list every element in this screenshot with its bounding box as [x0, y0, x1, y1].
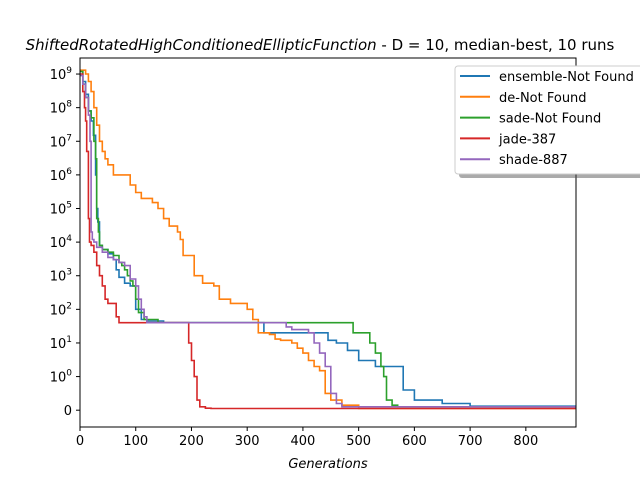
- series-line-1: [80, 69, 576, 410]
- y-tick-label: 100: [50, 369, 73, 386]
- y-tick-label: 105: [50, 201, 72, 218]
- legend-label-1: de-Not Found: [499, 91, 587, 106]
- x-tick-label: 800: [513, 434, 538, 449]
- legend-items: ensemble-Not Found de-Not Found sade-Not F…: [460, 70, 634, 168]
- x-axis-label: Generations: [288, 457, 368, 472]
- x-tick-label: 600: [402, 434, 427, 449]
- legend-label-4: shade-887: [499, 153, 568, 168]
- y-tick-label: 108: [50, 100, 73, 117]
- legend-label-0: ensemble-Not Found: [499, 70, 634, 85]
- x-tick-label: 400: [291, 434, 316, 449]
- x-tick-label: 200: [179, 434, 204, 449]
- series-line-2: [80, 70, 576, 409]
- y-tick-label: 104: [50, 234, 73, 251]
- y-tick-label: 102: [50, 301, 72, 318]
- plot-series-layer: [80, 69, 576, 410]
- legend-label-2: sade-Not Found: [499, 112, 601, 127]
- x-axis-ticks: 0 100 200 300 400 500 600 700 800: [76, 427, 538, 449]
- y-tick-label: 101: [50, 335, 72, 352]
- series-line-4: [80, 74, 576, 409]
- y-axis-ticks: 0 100 101 102 103 104 105 106 107 108 109: [50, 66, 80, 419]
- chart-title-italic: ShiftedRotatedHighConditionedEllipticFun…: [26, 36, 377, 54]
- y-tick-label: 109: [50, 66, 73, 83]
- x-tick-label: 700: [458, 434, 483, 449]
- y-tick-label: 107: [50, 133, 72, 150]
- series-line-0: [80, 70, 576, 409]
- legend-label-3: jade-387: [498, 132, 556, 147]
- chart-title: ShiftedRotatedHighConditionedEllipticFun…: [26, 36, 615, 54]
- legend-box: [454, 65, 640, 175]
- x-tick-label: 300: [235, 434, 260, 449]
- series-line-3: [80, 73, 576, 410]
- x-tick-label: 0: [76, 434, 84, 449]
- x-tick-label: 100: [123, 434, 148, 449]
- x-tick-label: 500: [346, 434, 371, 449]
- y-tick-label: 106: [50, 167, 73, 184]
- legend: ensemble-Not Found de-Not Found sade-Not F…: [454, 65, 640, 178]
- y-tick-label: 103: [50, 268, 72, 285]
- chart-title-rest: - D = 10, median-best, 10 runs: [377, 36, 615, 54]
- y-tick-label: 0: [64, 404, 72, 419]
